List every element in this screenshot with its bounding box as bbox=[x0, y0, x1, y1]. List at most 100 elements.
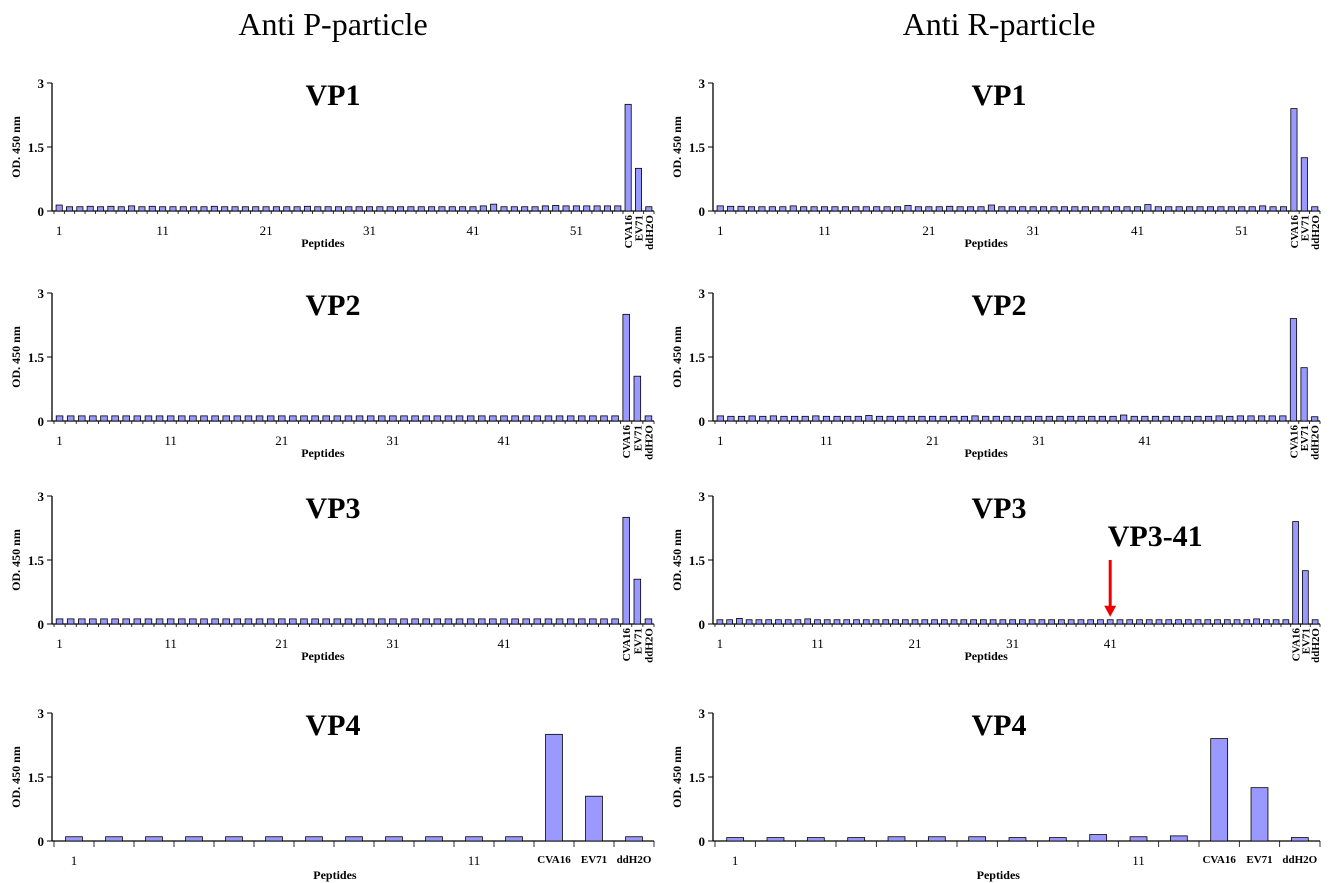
bar-peptide-9 bbox=[1048, 837, 1067, 842]
bar-peptide-4 bbox=[748, 415, 756, 422]
bar-peptide-44 bbox=[533, 415, 542, 422]
bar-peptide-41 bbox=[1141, 415, 1149, 422]
y-tick-label: 1.5 bbox=[689, 140, 706, 155]
bar-peptide-28 bbox=[355, 618, 364, 625]
bar-peptide-9 bbox=[385, 836, 403, 842]
bar-peptide-42 bbox=[511, 415, 519, 422]
x-control-label: ddH2O bbox=[643, 425, 655, 460]
bar-peptide-42 bbox=[479, 205, 487, 212]
y-tick-label: 3 bbox=[38, 706, 45, 721]
x-control-label: ddH2O bbox=[643, 628, 655, 663]
bar-peptide-2 bbox=[727, 415, 735, 422]
bar-peptide-3 bbox=[76, 206, 84, 212]
y-tick-label: 0 bbox=[38, 414, 45, 429]
bar-peptide-19 bbox=[255, 618, 264, 625]
bar-peptide-2 bbox=[726, 619, 733, 625]
bar-peptide-33 bbox=[1050, 206, 1058, 212]
y-axis-label: OD. 450 nm bbox=[9, 326, 23, 388]
bar-peptide-5 bbox=[97, 206, 105, 212]
bar-peptide-46 bbox=[521, 206, 529, 212]
bar-peptide-36 bbox=[1058, 619, 1065, 625]
bar-peptide-10 bbox=[155, 415, 164, 422]
bar-peptide-1 bbox=[716, 415, 724, 422]
bar-peptide-49 bbox=[1217, 206, 1225, 212]
bar-peptide-34 bbox=[422, 415, 430, 422]
bar-peptide-16 bbox=[873, 206, 881, 212]
y-tick-label: 1.5 bbox=[689, 770, 706, 785]
bar-peptide-2 bbox=[66, 415, 75, 422]
bar-peptide-46 bbox=[555, 618, 564, 625]
bar-peptide-46 bbox=[1194, 415, 1202, 422]
bar-peptide-29 bbox=[366, 618, 375, 625]
bar-peptide-59 bbox=[1282, 619, 1290, 625]
bar-peptide-24 bbox=[311, 415, 319, 422]
bar-peptide-50 bbox=[1236, 415, 1244, 422]
y-axis-label: OD. 450 nm bbox=[670, 326, 684, 388]
x-tick-label: 1 bbox=[56, 223, 63, 238]
y-axis-label: OD. 450 nm bbox=[670, 746, 684, 808]
bar-peptide-41 bbox=[500, 415, 508, 422]
bar-peptide-5 bbox=[100, 618, 108, 625]
bar-peptide-17 bbox=[872, 619, 880, 625]
x-tick-label: 1 bbox=[717, 636, 724, 651]
bar-peptide-8 bbox=[791, 415, 799, 422]
bar-peptide-41 bbox=[500, 618, 508, 625]
bar-peptide-1 bbox=[65, 836, 83, 842]
bar-peptide-13 bbox=[841, 206, 849, 212]
bar-peptide-7 bbox=[305, 836, 323, 842]
bar-peptide-6 bbox=[265, 836, 283, 842]
bar-peptide-55 bbox=[1279, 206, 1288, 212]
bar-peptide-32 bbox=[1019, 619, 1026, 625]
chart-title: VP4 bbox=[972, 709, 1027, 742]
bar-control-ev71 bbox=[1300, 367, 1308, 422]
x-tick-label: 31 bbox=[1032, 433, 1045, 448]
bar-peptide-4 bbox=[89, 415, 97, 422]
bar-peptide-38 bbox=[466, 618, 475, 625]
bar-peptide-36 bbox=[1088, 415, 1096, 422]
x-tick-label: 31 bbox=[1027, 223, 1040, 238]
bar-peptide-44 bbox=[1173, 415, 1181, 422]
bar-peptide-33 bbox=[1028, 619, 1036, 625]
bar-peptide-50 bbox=[1227, 206, 1235, 212]
bar-peptide-14 bbox=[190, 206, 198, 212]
bar-peptide-21 bbox=[925, 206, 933, 212]
bar-peptide-11 bbox=[820, 206, 829, 212]
bar-peptide-10 bbox=[810, 206, 818, 212]
bar-peptide-7 bbox=[775, 619, 782, 625]
bar-peptide-14 bbox=[200, 415, 208, 422]
y-tick-label: 3 bbox=[38, 489, 45, 504]
bar-control-ev71 bbox=[1250, 787, 1269, 842]
x-tick-label: 21 bbox=[922, 223, 935, 238]
bar-peptide-35 bbox=[433, 415, 442, 422]
bar-peptide-26 bbox=[333, 415, 342, 422]
x-tick-label: 11 bbox=[164, 433, 177, 448]
bar-peptide-26 bbox=[314, 206, 322, 212]
x-tick-label: 31 bbox=[386, 636, 399, 651]
bar-peptide-7 bbox=[780, 415, 788, 422]
bar-peptide-49 bbox=[1184, 619, 1192, 625]
bar-peptide-20 bbox=[901, 619, 909, 625]
bar-peptide-6 bbox=[107, 205, 115, 212]
bar-peptide-27 bbox=[344, 415, 353, 422]
bar-peptide-45 bbox=[1175, 206, 1183, 212]
bar-peptide-30 bbox=[999, 619, 1007, 625]
bar-peptide-31 bbox=[389, 415, 397, 422]
bar-peptide-19 bbox=[907, 415, 915, 422]
bar-control-cva16 bbox=[622, 516, 630, 625]
bar-peptide-16 bbox=[222, 415, 230, 422]
bar-peptide-1 bbox=[55, 415, 64, 422]
bar-peptide-39 bbox=[478, 618, 486, 625]
x-control-label: CVA16 bbox=[623, 215, 635, 249]
y-tick-label: 3 bbox=[38, 286, 45, 301]
bar-peptide-12 bbox=[169, 206, 177, 212]
bar-peptide-6 bbox=[769, 415, 777, 422]
bar-control-ev71 bbox=[634, 167, 642, 212]
bar-peptide-5 bbox=[759, 415, 767, 422]
bar-peptide-47 bbox=[1165, 619, 1173, 625]
bar-peptide-24 bbox=[293, 206, 301, 212]
bar-peptide-43 bbox=[522, 618, 530, 625]
bar-peptide-20 bbox=[266, 618, 275, 625]
y-axis-label: OD. 450 nm bbox=[9, 746, 23, 808]
bar-peptide-24 bbox=[940, 619, 948, 625]
